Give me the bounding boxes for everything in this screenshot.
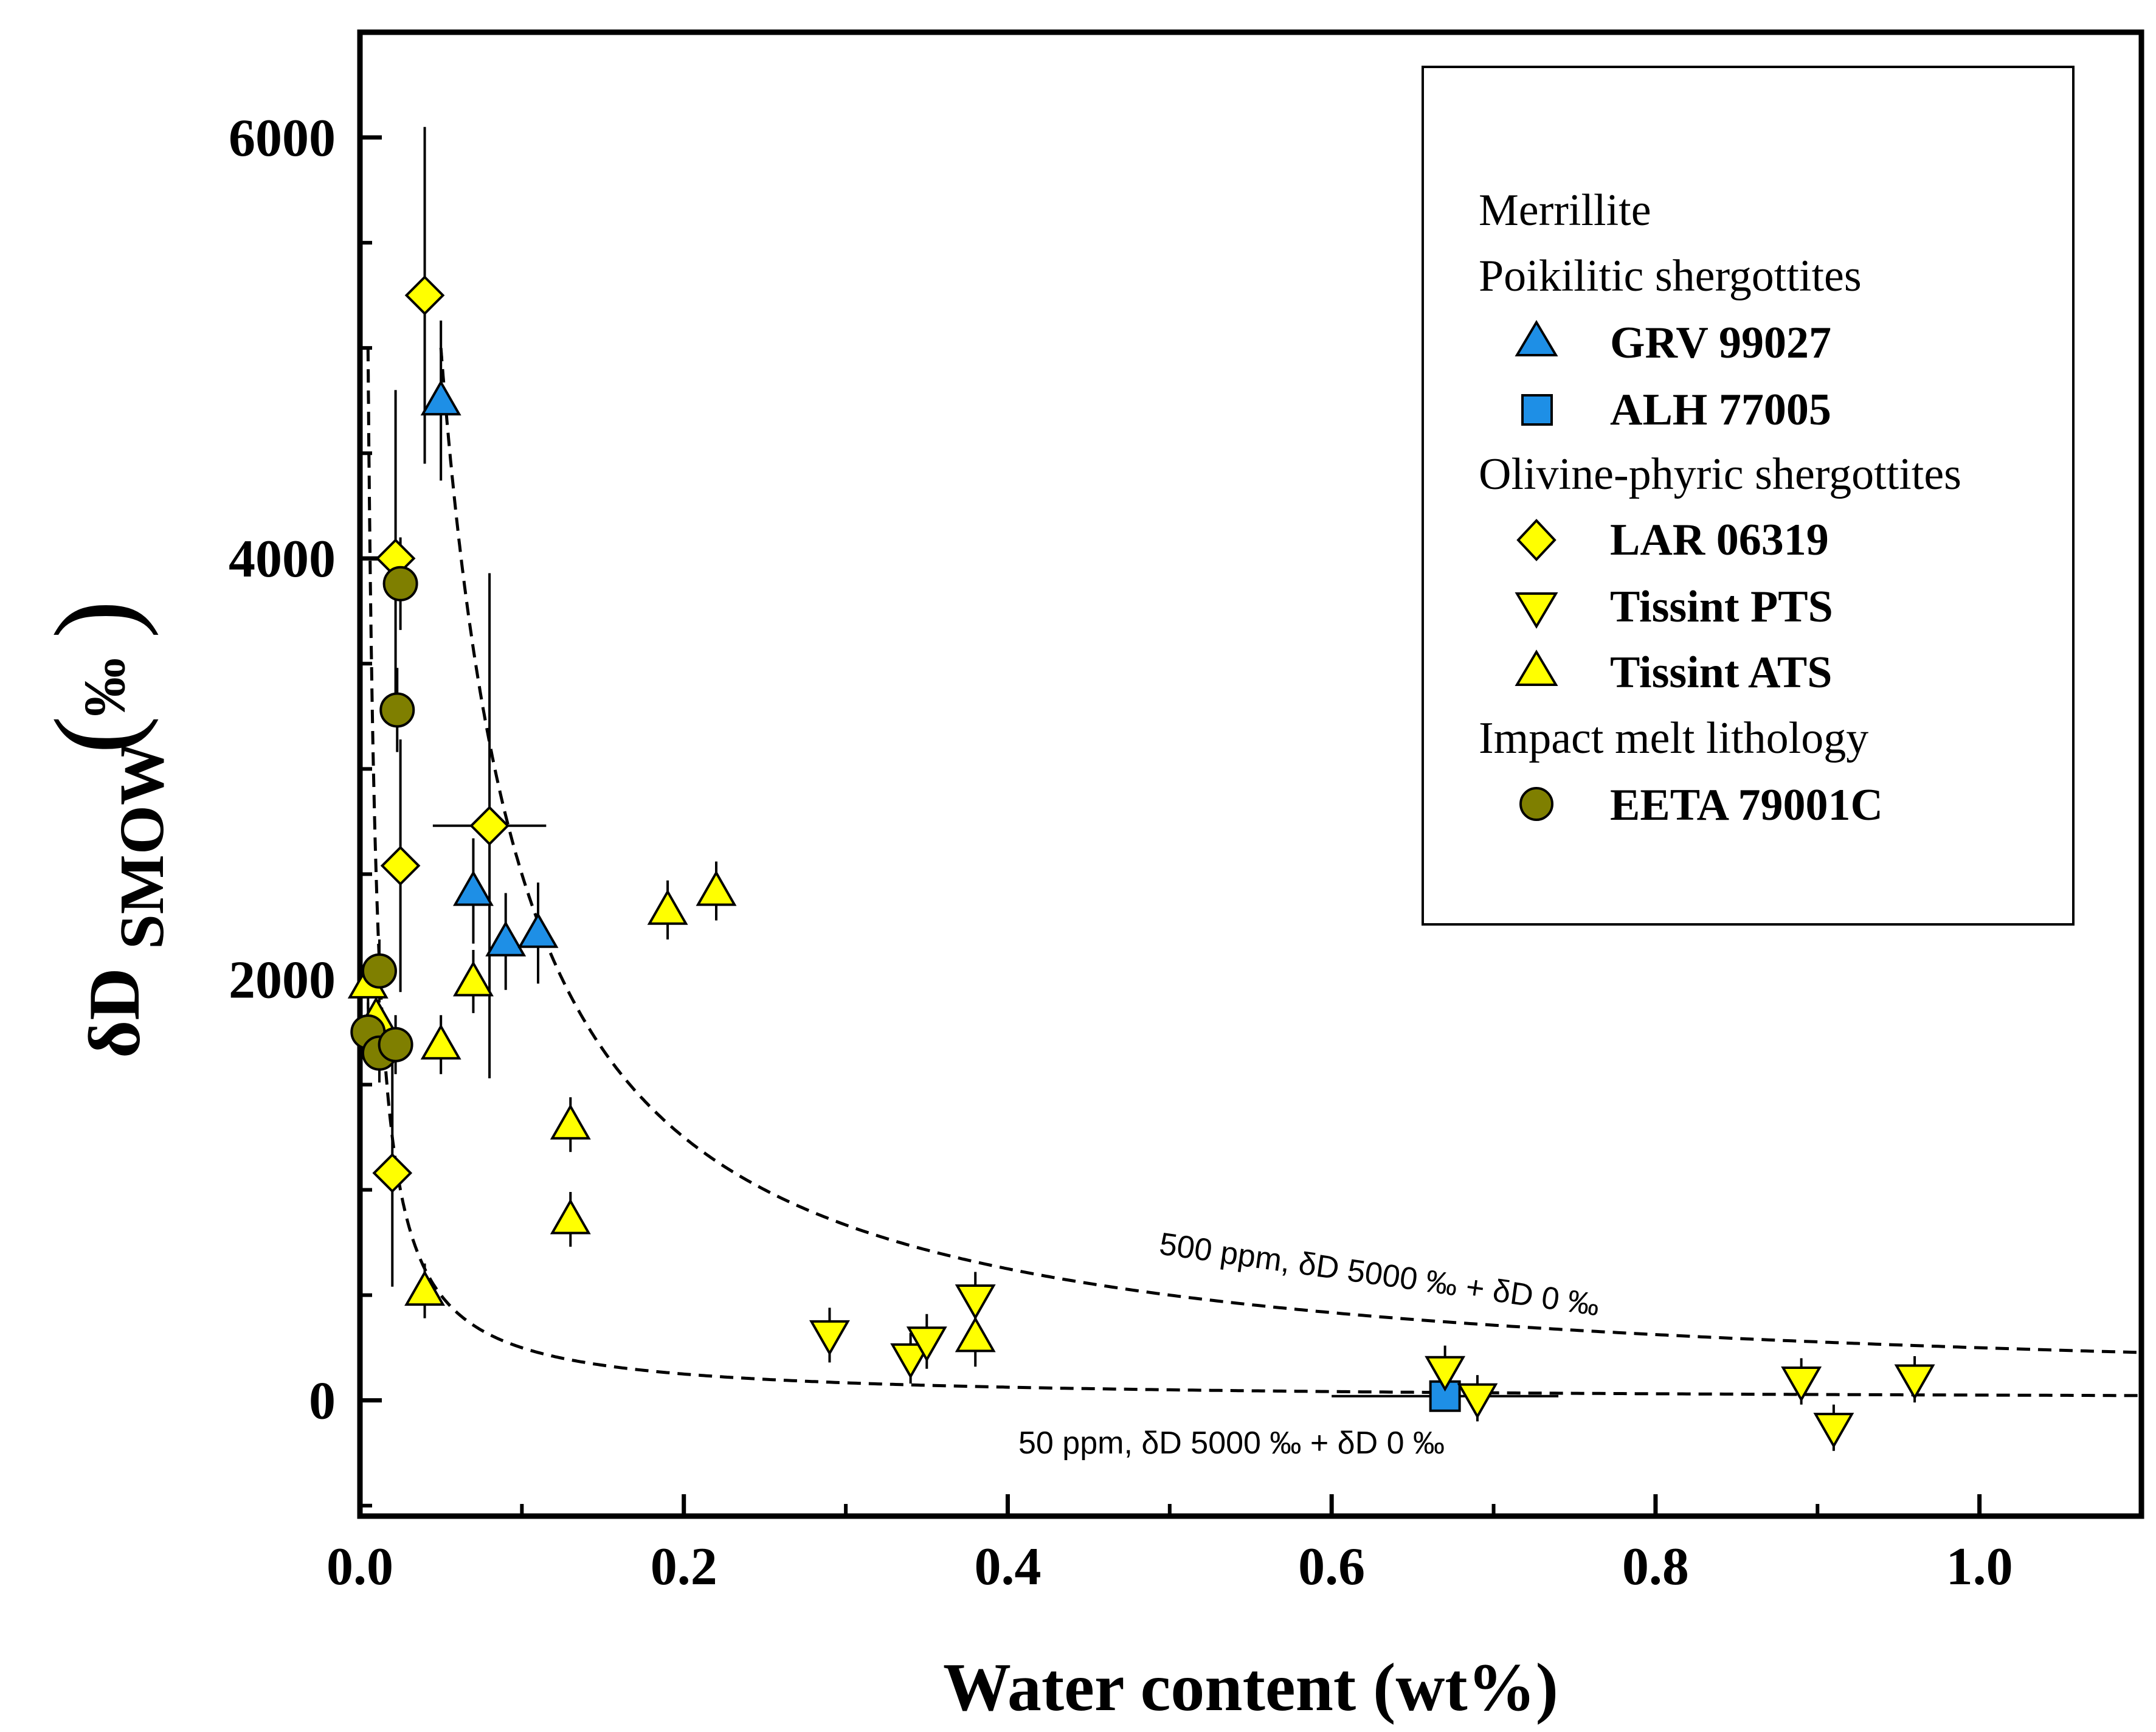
point-grv-99027 [485, 921, 527, 957]
point-tissint-pts [1894, 1364, 1935, 1401]
x-tick-label: 0.6 [1298, 1537, 1365, 1596]
point-lar-06319 [380, 845, 421, 886]
legend: Merrillite Poikilitic shergottites GRV 9… [1422, 66, 2075, 926]
point-tissint-pts [906, 1326, 947, 1362]
legend-header-poikilitic: Poikilitic shergottites [1479, 251, 1862, 301]
y-axis-title-main: δD [74, 968, 154, 1058]
legend-marker-lar06319 [1516, 519, 1557, 561]
legend-marker-eeta79001c [1519, 787, 1553, 821]
mixing-curve-50-ppm-mixing [366, 348, 2141, 1398]
point-eeta-79001c [379, 692, 415, 728]
point-tissint-ats [453, 960, 494, 997]
legend-header-olivine-phyric: Olivine-phyric shergottites [1479, 449, 1961, 499]
point-eeta-79001c [378, 1027, 413, 1062]
x-axis-title: Water content (wt%) [943, 1650, 1558, 1725]
point-grv-99027 [517, 912, 559, 948]
y-axis-paren-open: ( [32, 716, 159, 754]
y-tick-label: 2000 [229, 951, 336, 1010]
curve-label-500ppm: 500 ppm, δD 5000 ‰ + δD 0 ‰ [1157, 1226, 1601, 1323]
point-tissint-ats [550, 1198, 591, 1235]
y-tick-label: 0 [309, 1372, 336, 1431]
legend-label-alh77005: ALH 77005 [1610, 385, 1831, 435]
legend-marker-tissint-ats [1515, 650, 1558, 686]
x-tick-label: 0.8 [1622, 1537, 1689, 1596]
point-eeta-79001c [382, 566, 418, 601]
point-lar-06319 [404, 275, 445, 316]
svg-text:δD SMOW: δD SMOW [74, 742, 177, 1058]
y-tick-label: 6000 [229, 109, 336, 168]
mixing-curve-500-ppm-mixing [439, 348, 2142, 1354]
legend-header-impact-melt: Impact melt lithology [1479, 713, 1868, 763]
legend-box [1422, 66, 2075, 926]
point-tissint-pts [1457, 1383, 1498, 1419]
plot-frame [357, 29, 2144, 1519]
x-tick-label: 0.0 [327, 1537, 393, 1596]
legend-label-tissint-ats: Tissint ATS [1610, 648, 1832, 698]
point-tissint-ats [955, 1316, 996, 1353]
legend-marker-tissint-pts [1515, 592, 1558, 629]
legend-label-grv99027: GRV 99027 [1610, 318, 1831, 368]
legend-header-merrillite: Merrillite [1479, 185, 1651, 235]
point-tissint-ats [696, 870, 737, 906]
x-tick-label: 0.2 [651, 1537, 717, 1596]
legend-marker-alh77005 [1521, 394, 1553, 426]
point-tissint-ats [550, 1104, 591, 1140]
point-lar-06319 [469, 805, 510, 846]
legend-label-eeta79001c: EETA 79001C [1610, 780, 1883, 830]
point-tissint-pts [1813, 1413, 1854, 1449]
x-tick-label: 0.4 [974, 1537, 1041, 1596]
curve-label-50ppm: 50 ppm, δD 5000 ‰ + δD 0 ‰ [1018, 1425, 1445, 1461]
legend-label-lar06319: LAR 06319 [1610, 515, 1829, 565]
point-tissint-ats [647, 889, 688, 925]
point-grv-99027 [420, 379, 461, 416]
y-axis-title: δD SMOW ( ‰ ) [32, 600, 177, 1058]
legend-label-tissint-pts: Tissint PTS [1610, 582, 1833, 632]
point-tissint-ats [420, 1024, 461, 1060]
point-tissint-pts [1781, 1366, 1822, 1402]
point-tissint-pts [890, 1343, 931, 1379]
y-axis-title-sub: SMOW [107, 742, 177, 949]
point-tissint-pts [1425, 1356, 1466, 1392]
point-lar-06319 [372, 1153, 413, 1193]
x-tick-label: 1.0 [1946, 1537, 2013, 1596]
legend-marker-grv99027 [1515, 320, 1558, 356]
point-grv-99027 [453, 870, 494, 906]
y-axis-paren-close: ) [32, 600, 159, 639]
point-tissint-pts [809, 1320, 850, 1356]
y-axis-title-unit: ‰ [72, 658, 137, 716]
point-eeta-79001c [361, 953, 397, 989]
point-tissint-pts [955, 1284, 996, 1320]
point-tissint-ats [404, 1270, 445, 1306]
y-tick-label: 4000 [229, 530, 336, 589]
